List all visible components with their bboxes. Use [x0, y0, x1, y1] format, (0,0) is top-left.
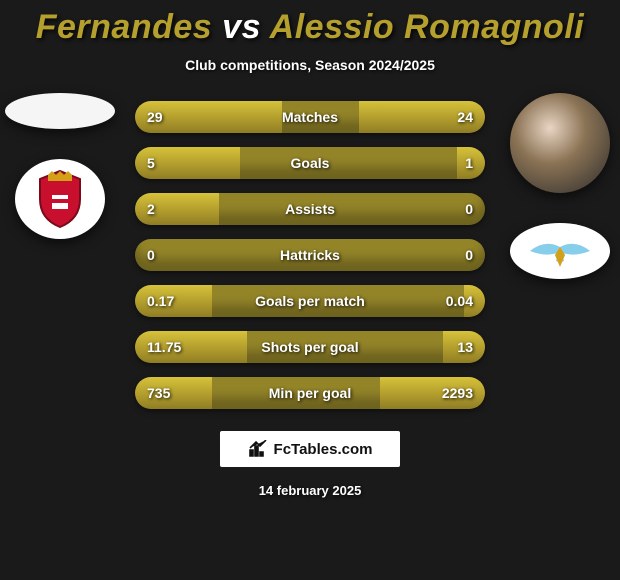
player2-photo: [510, 93, 610, 193]
stat-value-left: 2: [147, 193, 155, 225]
player2-name: Alessio Romagnoli: [270, 8, 585, 46]
stat-row: Min per goal735 2293: [135, 377, 485, 409]
stat-value-right: 2293: [442, 377, 473, 409]
stat-value-right: 1: [465, 147, 473, 179]
comparison-title: Fernandes vs Alessio Romagnoli: [0, 0, 620, 47]
player1-name: Fernandes: [36, 8, 212, 46]
stat-label: Hattricks: [135, 239, 485, 271]
stat-label: Shots per goal: [135, 331, 485, 363]
stat-value-left: 0.17: [147, 285, 174, 317]
player2-club-logo: [510, 223, 610, 279]
stat-value-left: 0: [147, 239, 155, 271]
stat-value-right: 0: [465, 239, 473, 271]
stat-bars: Matches2924Goals51Assists20Hattricks00Go…: [135, 101, 485, 409]
shield-icon: [30, 169, 90, 229]
stat-row: Shots per goal11.75 13: [135, 331, 485, 363]
stat-value-left: 11.75: [147, 331, 181, 363]
right-player-column: [500, 93, 620, 279]
stat-row: Goals per match0.17 0.04: [135, 285, 485, 317]
stat-value-left: 5: [147, 147, 155, 179]
subtitle: Club competitions, Season 2024/2025: [0, 57, 620, 73]
stat-label: Goals per match: [135, 285, 485, 317]
brand-badge: FcTables.com: [220, 431, 400, 467]
chart-icon: [248, 440, 268, 458]
stat-label: Matches: [135, 101, 485, 133]
stat-row: Matches29 24: [135, 101, 485, 133]
stat-row: Assists2 0: [135, 193, 485, 225]
stat-value-right: 24: [457, 101, 473, 133]
stat-value-left: 29: [147, 101, 163, 133]
left-player-column: [0, 93, 120, 239]
chart-content: Matches2924Goals51Assists20Hattricks00Go…: [0, 101, 620, 409]
player1-club-logo: [15, 159, 105, 239]
stat-value-right: 0.04: [446, 285, 473, 317]
stat-label: Goals: [135, 147, 485, 179]
stat-value-left: 735: [147, 377, 170, 409]
player1-photo: [5, 93, 115, 129]
stat-label: Assists: [135, 193, 485, 225]
stat-value-right: 13: [457, 331, 473, 363]
stat-label: Min per goal: [135, 377, 485, 409]
stat-value-right: 0: [465, 193, 473, 225]
footer-date: 14 february 2025: [0, 483, 620, 498]
brand-text: FcTables.com: [274, 441, 373, 458]
stat-row: Goals5 1: [135, 147, 485, 179]
eagle-icon: [520, 233, 600, 269]
stat-row: Hattricks0 0: [135, 239, 485, 271]
vs-text: vs: [222, 8, 261, 46]
